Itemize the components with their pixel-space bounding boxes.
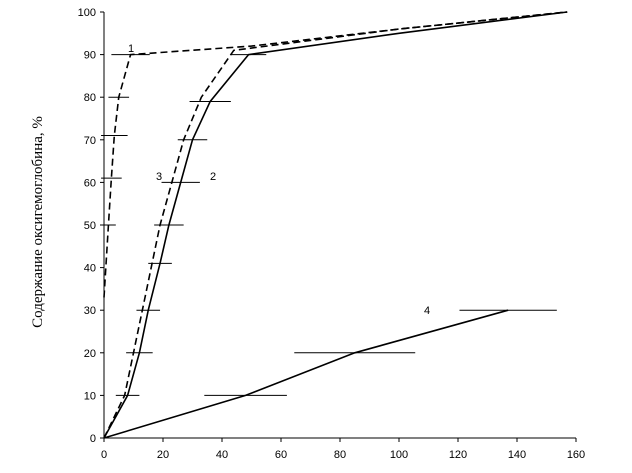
- series-label: 2: [210, 171, 216, 183]
- series-line: [103, 11, 568, 439]
- y-tick-label: 0: [90, 433, 96, 445]
- y-tick-label: 90: [84, 50, 96, 62]
- series-label: 3: [156, 171, 162, 183]
- x-tick-label: 20: [157, 449, 169, 461]
- y-tick-label: 70: [84, 135, 96, 147]
- y-tick-label: 30: [84, 305, 96, 317]
- y-tick-label: 10: [84, 390, 96, 402]
- series-label: 1: [128, 43, 134, 55]
- y-tick-label: 20: [84, 348, 96, 360]
- series-label: 4: [424, 305, 430, 317]
- y-tick-label: 80: [84, 92, 96, 104]
- x-tick-label: 40: [216, 449, 228, 461]
- x-tick-label: 120: [449, 449, 467, 461]
- y-tick-label: 40: [84, 263, 96, 275]
- y-tick-label: 100: [78, 7, 96, 19]
- x-tick-label: 100: [390, 449, 408, 461]
- series-line: [103, 309, 509, 439]
- y-axis-label: Содержание оксигемоглобина, %: [30, 116, 46, 328]
- x-tick-label: 80: [334, 449, 346, 461]
- x-tick-label: 0: [101, 449, 107, 461]
- series-line: [103, 11, 568, 439]
- x-tick-label: 140: [508, 449, 526, 461]
- series-line: [103, 11, 568, 298]
- y-tick-label: 60: [84, 177, 96, 189]
- y-tick-label: 50: [84, 220, 96, 232]
- x-tick-label: 60: [275, 449, 287, 461]
- x-tick-label: 160: [567, 449, 585, 461]
